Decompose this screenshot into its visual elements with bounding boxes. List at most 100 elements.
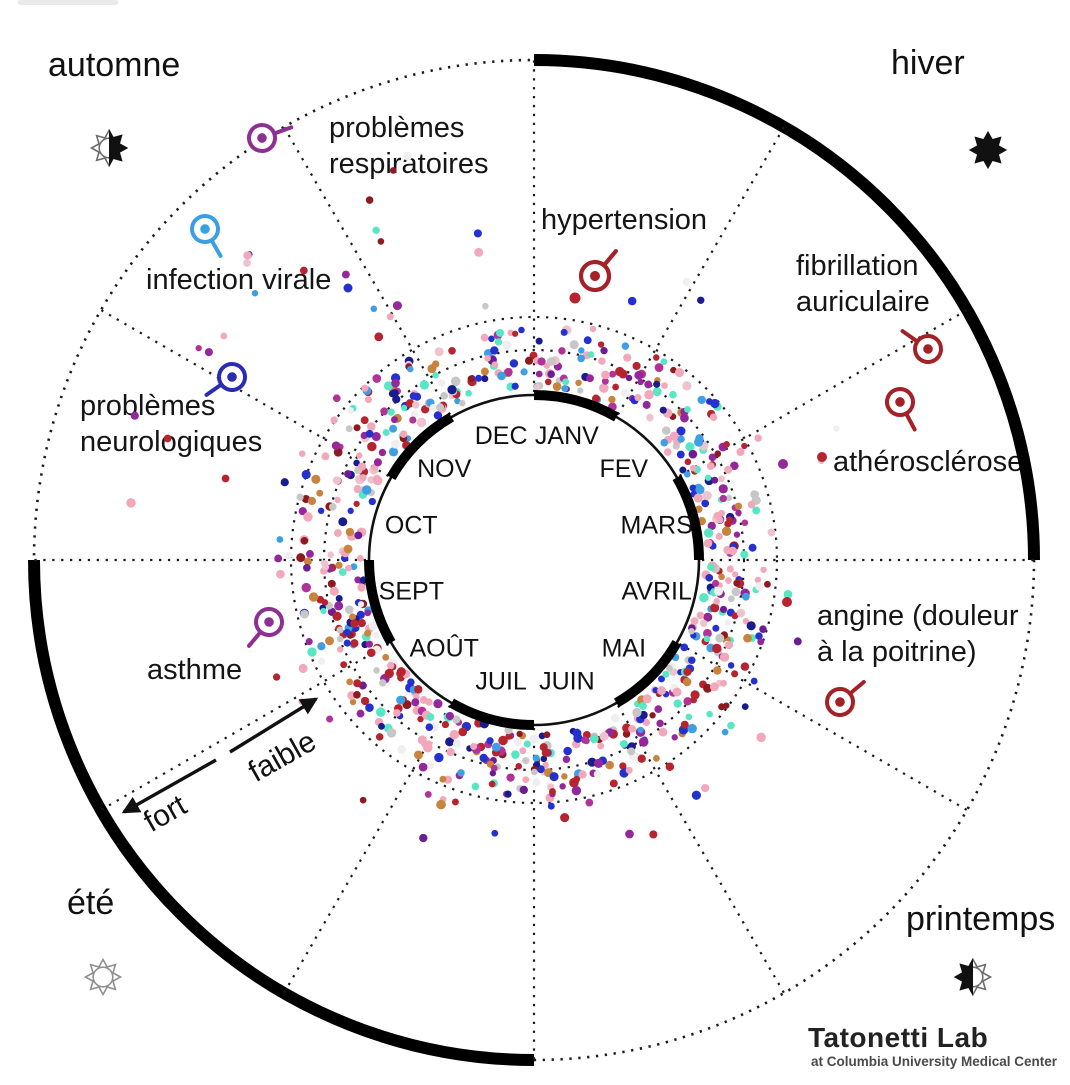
data-dot bbox=[497, 371, 506, 381]
data-dot bbox=[601, 377, 609, 385]
data-dot bbox=[379, 679, 387, 687]
data-dot bbox=[714, 586, 723, 596]
data-dot bbox=[425, 723, 434, 732]
data-dot bbox=[490, 764, 498, 772]
data-dot bbox=[577, 354, 585, 363]
data-dot bbox=[656, 719, 664, 728]
sector-line bbox=[617, 704, 785, 994]
data-dot bbox=[429, 403, 437, 412]
month-label: AOÛT bbox=[409, 633, 478, 662]
data-dot bbox=[276, 536, 284, 543]
data-dot bbox=[533, 383, 541, 390]
data-dot bbox=[504, 790, 512, 798]
data-dot bbox=[726, 516, 734, 524]
magnifier-icon-atherosclerose bbox=[885, 387, 917, 432]
data-dot bbox=[736, 447, 745, 457]
data-dot bbox=[563, 746, 572, 756]
data-dot bbox=[703, 539, 713, 548]
data-dot bbox=[715, 633, 725, 643]
data-dot bbox=[512, 330, 519, 337]
data-dot bbox=[440, 392, 448, 400]
data-dot bbox=[397, 745, 406, 754]
data-dot bbox=[349, 613, 357, 621]
month-bold-arc bbox=[672, 475, 704, 561]
sun-icon-ete bbox=[83, 957, 123, 997]
data-dot bbox=[350, 639, 359, 648]
data-dot bbox=[581, 736, 589, 744]
disease-label-infection-virale: infection virale bbox=[146, 264, 332, 296]
data-dot bbox=[451, 798, 459, 806]
data-dot bbox=[382, 429, 390, 437]
data-dot bbox=[725, 494, 733, 502]
data-dot bbox=[360, 416, 369, 425]
data-dot bbox=[619, 762, 627, 770]
data-dot bbox=[471, 782, 480, 791]
data-dot bbox=[642, 718, 651, 727]
data-dot bbox=[354, 531, 363, 540]
data-dot bbox=[389, 167, 397, 174]
data-dot bbox=[715, 532, 723, 540]
month-label: NOV bbox=[417, 455, 472, 483]
data-dot bbox=[718, 484, 728, 494]
data-dot bbox=[336, 626, 344, 634]
data-dot bbox=[457, 769, 465, 777]
data-dot bbox=[473, 229, 482, 238]
data-dot bbox=[433, 699, 443, 709]
data-dot bbox=[301, 582, 311, 593]
data-dot bbox=[680, 413, 689, 423]
data-dot bbox=[608, 395, 616, 404]
data-dot bbox=[390, 439, 400, 449]
data-dot bbox=[695, 485, 705, 495]
data-dot bbox=[703, 612, 712, 621]
data-dot bbox=[390, 416, 398, 424]
data-dot bbox=[356, 554, 364, 562]
data-dot bbox=[599, 731, 609, 741]
month-ring bbox=[364, 390, 704, 730]
data-dot bbox=[637, 378, 644, 386]
data-dot bbox=[605, 760, 614, 770]
data-dot bbox=[759, 625, 767, 633]
data-dot bbox=[373, 667, 380, 674]
data-dot bbox=[359, 474, 367, 482]
data-dot bbox=[345, 564, 352, 572]
data-dot bbox=[591, 394, 601, 403]
data-dot bbox=[529, 734, 539, 744]
data-dot bbox=[703, 628, 712, 638]
data-dot bbox=[669, 431, 679, 441]
data-dot bbox=[625, 374, 633, 382]
data-dot bbox=[432, 371, 439, 379]
data-dot bbox=[452, 739, 462, 749]
data-dot bbox=[542, 761, 549, 769]
data-dot bbox=[652, 687, 659, 694]
data-dot bbox=[300, 537, 309, 545]
data-dot bbox=[571, 785, 582, 796]
data-dot bbox=[560, 328, 568, 336]
data-dot bbox=[396, 669, 405, 678]
data-dot bbox=[724, 641, 734, 650]
data-dot bbox=[298, 507, 307, 516]
data-dot bbox=[609, 370, 617, 378]
data-dot bbox=[689, 484, 697, 492]
data-dot bbox=[353, 679, 362, 688]
magnifier-handle bbox=[848, 680, 866, 696]
dotted-circle bbox=[289, 315, 779, 805]
month-label: FEV bbox=[599, 455, 648, 483]
data-dot bbox=[481, 375, 489, 383]
data-dot bbox=[350, 563, 358, 571]
data-dot bbox=[706, 710, 713, 718]
magnifier-icon-asthme bbox=[247, 607, 284, 648]
data-dot bbox=[221, 474, 230, 483]
data-dot bbox=[721, 728, 729, 736]
data-dot bbox=[375, 707, 386, 717]
data-dot bbox=[547, 370, 555, 379]
data-dot bbox=[361, 384, 369, 392]
data-dot bbox=[371, 432, 381, 442]
data-dot bbox=[423, 742, 433, 753]
data-dot bbox=[328, 503, 337, 511]
data-dot bbox=[632, 361, 641, 371]
data-dot bbox=[697, 296, 705, 304]
data-dot bbox=[434, 347, 444, 357]
data-dot bbox=[486, 737, 494, 745]
sector-line bbox=[617, 126, 785, 416]
